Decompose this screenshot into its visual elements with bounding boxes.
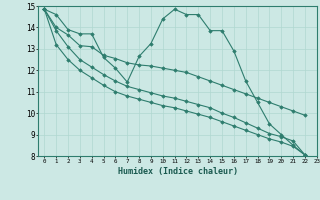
- X-axis label: Humidex (Indice chaleur): Humidex (Indice chaleur): [118, 167, 238, 176]
